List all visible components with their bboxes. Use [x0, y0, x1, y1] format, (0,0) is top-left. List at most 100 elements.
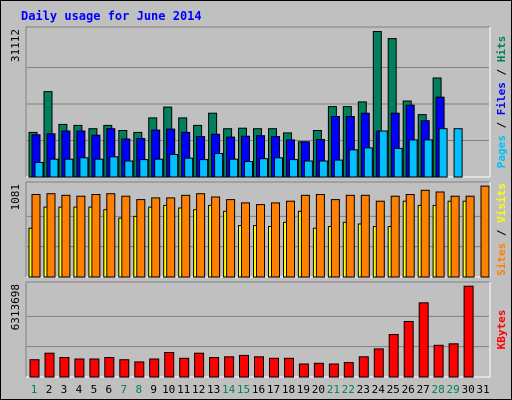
bar-pages-day-6: [109, 156, 119, 178]
bar-sites-day-15: [241, 202, 250, 278]
bar-pages-day-16: [259, 158, 268, 178]
x-tick-label-day-1: 1: [31, 383, 38, 396]
bar-pages-day-15: [244, 161, 253, 178]
bar-sites-day-18: [286, 200, 295, 278]
x-tick-label-day-26: 26: [402, 383, 415, 396]
bar-pages-day-2: [49, 158, 59, 178]
bar-kbytes-day-19: [298, 363, 309, 378]
bar-kbytes-day-6: [104, 357, 115, 378]
x-tick-label-day-8: 8: [135, 383, 142, 396]
y-max-label: 6313698: [9, 284, 22, 330]
x-tick-label-day-27: 27: [417, 383, 430, 396]
bar-sites-day-16: [256, 204, 265, 278]
legend-item: /: [495, 223, 508, 243]
bar-pages-day-11: [184, 157, 194, 178]
x-tick-label-day-4: 4: [76, 383, 83, 396]
legend-visits_sites: Sites / Visits: [495, 183, 508, 276]
bar-pages-day-19: [303, 160, 313, 178]
bar-pages-day-22: [348, 149, 358, 178]
x-axis-day-labels: 1 2 3 4 5 6 7 8 9 10 11 12 13 14 15 16 17 18 19 20 21 22 23 24 2…: [31, 383, 490, 396]
bar-kbytes-day-1: [29, 359, 40, 378]
bar-kbytes-day-25: [388, 334, 399, 378]
bar-kbytes-day-30: [463, 285, 474, 378]
legend-item: Hits: [495, 36, 508, 63]
bar-kbytes-day-4: [74, 358, 85, 378]
panel-kbytes: 6313698 KBytes: [9, 281, 508, 378]
bar-kbytes-day-14: [224, 356, 235, 378]
bar-sites-day-26: [405, 194, 415, 278]
legend-hits_files_pages: Pages / Files / Hits: [495, 36, 508, 169]
bar-kbytes-day-20: [313, 362, 324, 378]
x-tick-label-day-31: 31: [476, 383, 489, 396]
bar-pages-day-12: [199, 159, 209, 178]
bar-pages-day-18: [289, 159, 298, 178]
panel-hits_files_pages: 31112 Pages / Files / Hits: [9, 26, 508, 178]
bar-kbytes-day-22: [343, 362, 354, 378]
bar-pages-day-23: [363, 147, 373, 178]
x-tick-label-day-23: 23: [357, 383, 370, 396]
bar-kbytes-day-8: [134, 361, 145, 378]
x-tick-label-day-14: 14: [222, 383, 236, 396]
bar-sites-day-10: [166, 197, 176, 278]
bar-kbytes-day-7: [119, 359, 130, 378]
bar-sites-day-3: [61, 194, 71, 278]
bar-sites-day-2: [46, 193, 56, 278]
bar-kbytes-day-3: [59, 357, 70, 378]
legend-item: KBytes: [495, 310, 508, 350]
bar-sites-day-23: [360, 194, 370, 278]
bar-pages-day-21: [333, 159, 343, 178]
bar-kbytes-day-13: [209, 357, 220, 378]
bar-kbytes-day-16: [254, 356, 264, 378]
x-tick-label-day-13: 13: [207, 383, 220, 396]
legend-item: /: [495, 115, 508, 135]
x-tick-label-day-12: 12: [192, 383, 205, 396]
bar-pages-day-4: [79, 157, 89, 178]
panel-visits_sites: 1081 Sites / Visits: [9, 181, 508, 278]
bar-pages-day-5: [94, 158, 104, 178]
bar-sites-day-13: [211, 196, 221, 278]
bar-sites-day-30: [465, 195, 475, 278]
bar-sites-day-21: [330, 199, 340, 278]
bar-pages-day-28: [438, 128, 448, 178]
bar-kbytes-day-11: [179, 357, 190, 378]
bar-pages-day-3: [64, 158, 74, 178]
bar-kbytes-day-23: [358, 356, 369, 378]
bar-sites-day-9: [151, 197, 161, 278]
bar-sites-day-17: [271, 202, 280, 278]
bar-sites-day-27: [420, 189, 430, 278]
x-tick-label-day-22: 22: [342, 383, 355, 396]
x-tick-label-day-7: 7: [120, 383, 127, 396]
bar-sites-day-28: [435, 191, 445, 278]
bar-pages-day-26: [408, 139, 418, 178]
bar-pages-day-9: [154, 158, 164, 178]
y-max-label: 31112: [9, 29, 22, 62]
bar-sites-day-31: [480, 185, 490, 278]
bar-kbytes-day-21: [328, 363, 339, 378]
bar-kbytes-day-28: [433, 344, 444, 378]
bar-sites-day-22: [345, 194, 355, 278]
x-tick-label-day-30: 30: [461, 383, 474, 396]
x-tick-label-day-11: 11: [177, 383, 190, 396]
x-tick-label-day-24: 24: [372, 383, 386, 396]
legend-item: Pages: [495, 135, 508, 168]
bar-pages-day-27: [423, 139, 433, 178]
x-tick-label-day-2: 2: [46, 383, 53, 396]
bar-pages-day-13: [214, 153, 224, 178]
legend-item: Files: [495, 82, 508, 115]
bar-kbytes-day-24: [373, 348, 384, 378]
chart-title: Daily usage for June 2014: [21, 9, 202, 23]
bar-pages-day-14: [229, 158, 239, 178]
bar-kbytes-day-18: [284, 357, 294, 378]
legend-item: /: [495, 62, 508, 82]
x-tick-label-day-16: 16: [252, 383, 265, 396]
x-tick-label-day-20: 20: [312, 383, 325, 396]
bar-sites-day-12: [196, 193, 206, 278]
bar-sites-day-4: [76, 195, 86, 278]
bar-kbytes-day-27: [418, 302, 429, 378]
bar-kbytes-day-15: [239, 354, 249, 378]
bar-sites-day-19: [300, 194, 310, 278]
bar-pages-day-29: [453, 128, 463, 178]
bar-pages-day-25: [393, 147, 403, 178]
bar-kbytes-day-29: [448, 343, 459, 378]
